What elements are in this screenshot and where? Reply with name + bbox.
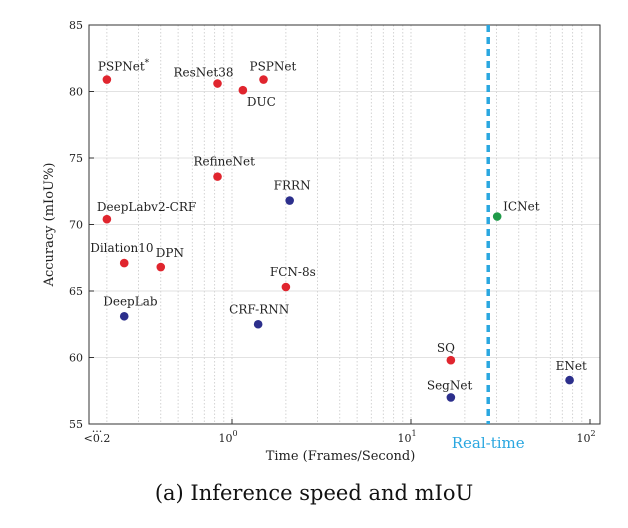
data-point-dpn — [156, 262, 166, 272]
data-point-label: ResNet38 — [174, 66, 234, 80]
data-point-label: CRF-RNN — [229, 302, 289, 316]
data-point-pspnet — [259, 75, 268, 84]
data-point-frrn — [285, 196, 294, 205]
y-tick-label: 55 — [69, 418, 83, 431]
data-point-enet — [565, 375, 574, 385]
y-tick-label: 85 — [69, 19, 83, 32]
data-point-refinenet — [213, 172, 222, 181]
data-point-fcn-8s — [281, 282, 291, 292]
data-point-label: FRRN — [274, 179, 311, 193]
data-point-icnet — [492, 212, 502, 221]
data-point-label: RefineNet — [194, 155, 256, 169]
y-tick-label: 80 — [69, 86, 83, 99]
x-axis-label: Time (Frames/Second) — [266, 449, 416, 464]
data-point-crf-rnn — [253, 319, 263, 329]
data-point-label: DeepLabv2-CRF — [97, 200, 196, 214]
x-tick-label: 101 — [397, 429, 416, 445]
x-tick-label: <0.2 — [84, 432, 111, 445]
realtime-label: Real-time — [452, 434, 525, 452]
x-axis-break-mark: ... — [92, 422, 103, 435]
data-point-duc — [238, 85, 248, 95]
y-tick-label: 70 — [69, 219, 83, 232]
y-tick-label: 75 — [69, 152, 83, 165]
data-point-label: SQ — [437, 341, 455, 355]
data-point-label: DeepLab — [103, 294, 158, 308]
data-point-dilation10 — [119, 258, 129, 268]
data-point-label: FCN-8s — [270, 265, 316, 279]
data-point-pspnet — [102, 75, 112, 84]
data-point-deeplab — [119, 311, 129, 321]
data-point-sq — [446, 355, 456, 365]
data-point-label: PSPNet* — [98, 59, 150, 74]
data-point-label: DPN — [156, 246, 184, 260]
data-point-deeplabv2-crf — [102, 214, 112, 224]
x-tick-label: 102 — [576, 429, 595, 445]
data-point-label: PSPNet — [250, 60, 297, 74]
y-tick-label: 65 — [69, 285, 83, 298]
data-point-label: ENet — [556, 359, 587, 373]
data-point-label: SegNet — [427, 378, 473, 392]
data-point-label: ICNet — [503, 200, 540, 214]
data-point-label: Dilation10 — [90, 241, 153, 255]
y-axis-label: Accuracy (mIoU%) — [42, 163, 57, 288]
data-point-resnet38 — [213, 79, 222, 88]
y-tick-label: 60 — [69, 352, 83, 365]
data-point-segnet — [446, 393, 456, 402]
x-tick-label: 100 — [218, 429, 237, 445]
data-point-label: DUC — [247, 95, 276, 109]
figure-caption: (a) Inference speed and mIoU — [154, 481, 474, 505]
